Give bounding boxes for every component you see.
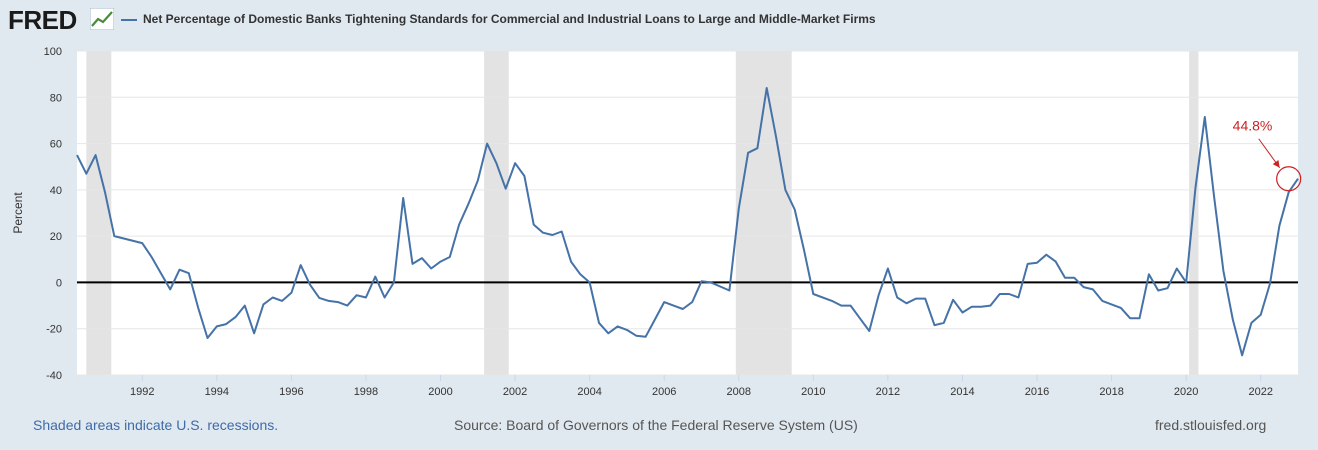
x-tick-label: 2000	[428, 386, 452, 398]
fred-logo[interactable]: FRED	[8, 5, 77, 35]
x-tick-label: 1998	[354, 386, 378, 398]
x-tick-label: 2020	[1174, 386, 1198, 398]
y-axis-ticks: -40 -20 0 20 40 60 80 100	[44, 46, 62, 382]
x-tick-label: 2002	[503, 386, 527, 398]
x-tick-label: 1992	[130, 386, 154, 398]
recession-band	[86, 51, 112, 375]
y-tick-label: 0	[56, 277, 62, 289]
y-tick-label: -20	[46, 324, 62, 336]
source-text: Source: Board of Governors of the Federa…	[454, 417, 858, 433]
annotation: 44.8%	[1233, 118, 1302, 192]
chart-header: FRED Net Percentage of Domestic Banks Ti…	[0, 0, 1318, 40]
y-axis-label: Percent	[11, 192, 25, 234]
annotation-label: 44.8%	[1233, 118, 1273, 134]
x-tick-label: 2012	[876, 386, 900, 398]
y-tick-label: 80	[50, 92, 62, 104]
recession-note-link[interactable]: Shaded areas indicate U.S. recessions.	[33, 417, 279, 433]
y-tick-label: -40	[46, 370, 62, 382]
x-tick-label: 2004	[577, 386, 601, 398]
fred-url-link[interactable]: fred.stlouisfed.org	[1155, 417, 1267, 433]
x-tick-label: 2008	[727, 386, 751, 398]
series-line[interactable]	[76, 87, 1299, 357]
annotation-arrowhead-icon	[1272, 160, 1280, 168]
chart-title: Net Percentage of Domestic Banks Tighten…	[143, 12, 876, 26]
y-tick-label: 60	[50, 139, 62, 151]
recession-band	[484, 51, 509, 375]
chart-area[interactable]: -40 -20 0 20 40 60 80 100 1992 1994 1996 1998 2000 2…	[0, 40, 1318, 410]
x-tick-label: 2022	[1248, 386, 1272, 398]
x-tick-label: 2014	[950, 386, 974, 398]
x-axis-ticks: 1992 1994 1996 1998 2000 2002 2004 2006 2008 2010…	[130, 375, 1273, 398]
fred-logo-graph-icon	[90, 8, 114, 30]
x-tick-label: 2018	[1099, 386, 1123, 398]
plot-background	[77, 51, 1298, 375]
y-tick-label: 40	[50, 185, 62, 197]
recession-band	[735, 51, 792, 375]
y-tick-label: 100	[44, 46, 62, 58]
x-tick-label: 2010	[801, 386, 825, 398]
x-tick-label: 1996	[279, 386, 303, 398]
gridlines	[77, 50, 1298, 376]
x-tick-label: 2006	[652, 386, 676, 398]
annotation-circle-icon	[1276, 166, 1302, 192]
x-tick-label: 1994	[205, 386, 229, 398]
legend-series-swatch	[121, 19, 137, 21]
y-tick-label: 20	[50, 231, 62, 243]
x-tick-label: 2016	[1025, 386, 1049, 398]
